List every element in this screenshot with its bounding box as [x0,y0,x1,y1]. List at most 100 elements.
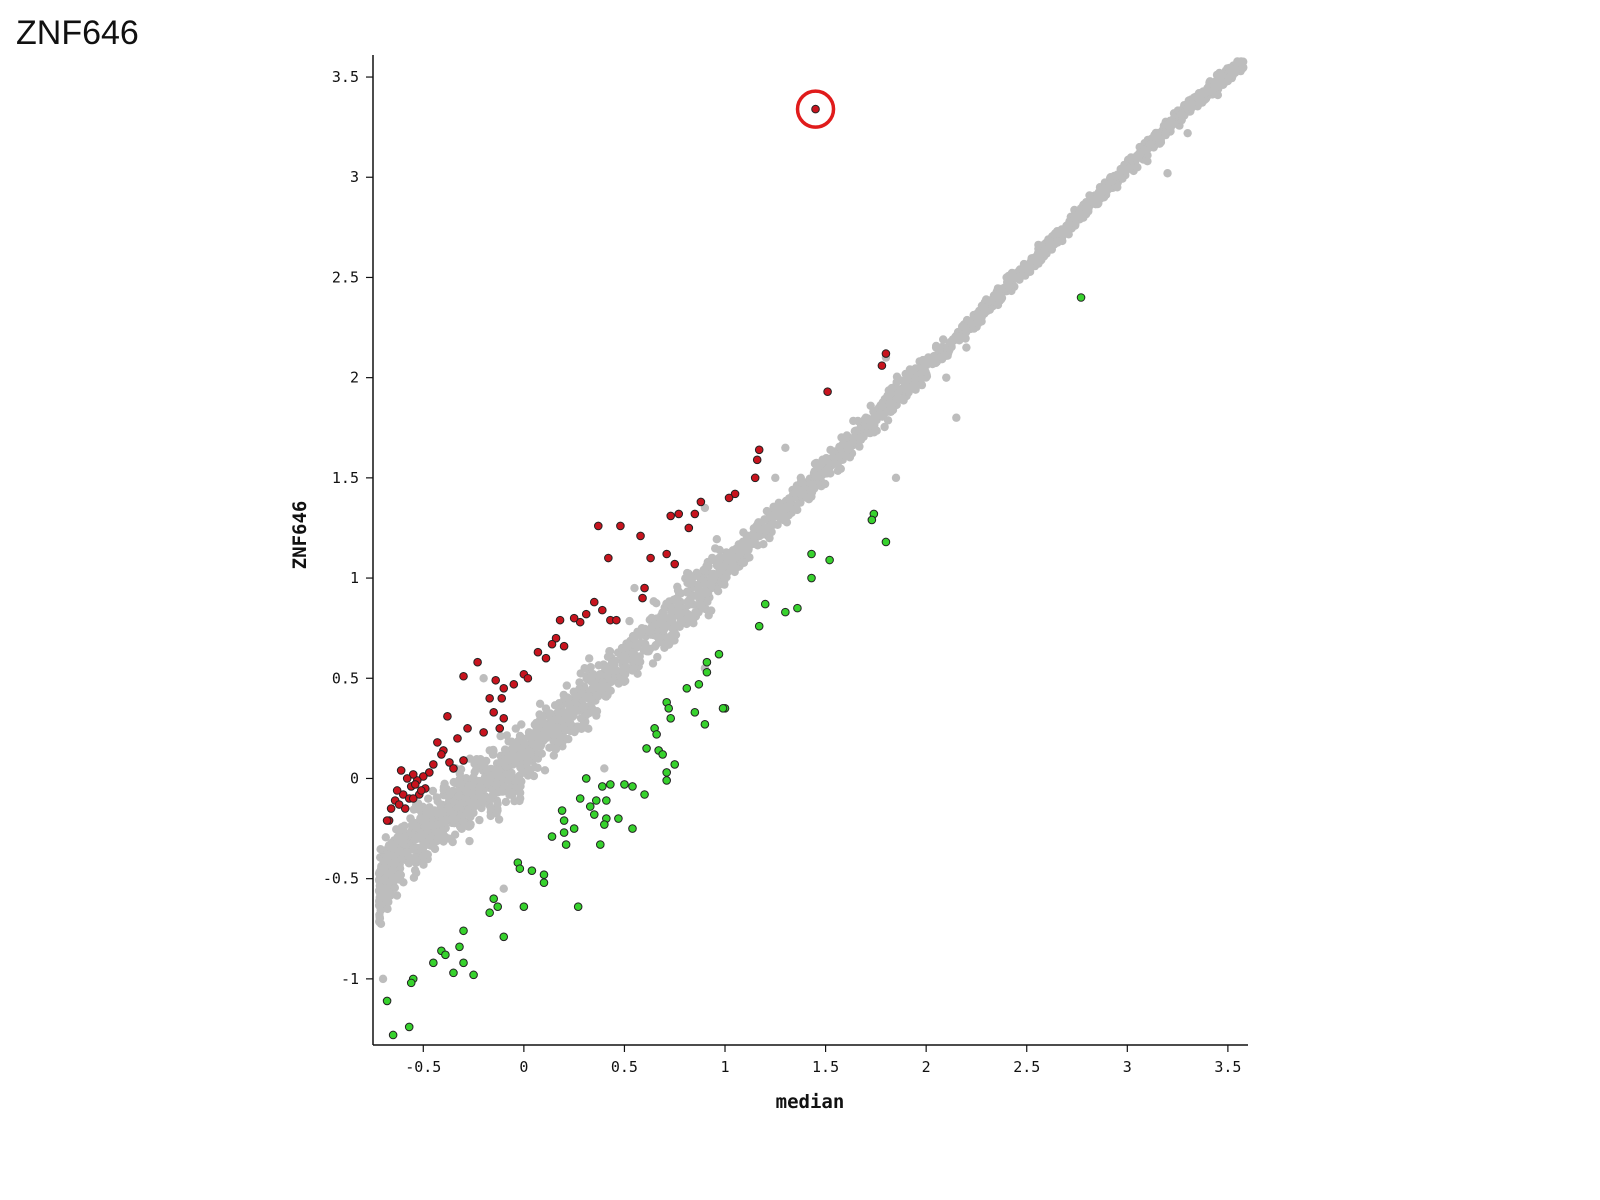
background-point [517,720,526,729]
up-point [750,473,760,483]
down-point [881,537,891,547]
down-point [1076,293,1086,302]
background-point [1113,183,1122,192]
background-point [475,815,484,825]
background-point [845,453,855,462]
background-point [1145,140,1155,149]
background-point [492,780,501,789]
background-point [486,803,495,813]
background-point [377,885,386,894]
background-point [653,652,662,662]
background-point [894,395,904,404]
down-point [573,902,583,912]
down-point [404,1022,414,1032]
down-point [388,1030,398,1040]
background-point [636,631,645,640]
background-point [488,790,498,799]
down-point [581,774,591,783]
background-point [683,568,692,578]
background-point [1085,191,1094,200]
up-point [559,641,569,651]
background-point [891,473,901,483]
background-point [820,468,829,478]
down-point [652,730,661,739]
background-point [454,802,464,811]
down-point [714,649,724,659]
background-point [537,749,546,758]
y-tick-label: 3 [350,168,359,186]
x-tick-label: 2 [922,1058,931,1076]
background-point [1089,199,1098,208]
background-point [629,634,639,643]
background-point [600,764,609,773]
down-point [793,603,802,613]
background-point [653,632,662,642]
background-point [645,627,654,636]
background-point [620,663,630,673]
up-point [547,639,557,649]
background-point [578,703,587,713]
background-point [492,769,501,778]
y-tick-label: 0.5 [332,669,359,687]
down-point [557,806,567,815]
background-point [533,763,542,772]
background-point [674,605,683,614]
up-point [437,750,446,759]
background-point [550,730,559,740]
background-point [648,659,658,668]
background-point [1163,169,1172,178]
background-point [381,833,390,842]
background-point [660,643,669,652]
background-point [851,426,861,435]
background-point [707,606,716,615]
background-point [1092,190,1102,200]
background-point [1072,212,1081,221]
background-point [530,741,539,750]
background-point [993,300,1003,310]
up-point [408,794,418,803]
up-point [425,768,434,777]
background-point [762,506,772,516]
background-point [436,800,445,810]
background-point [663,633,672,642]
background-point [871,414,880,423]
background-point [622,643,632,652]
background-point [1143,157,1152,166]
background-point [523,757,533,766]
background-point [563,694,573,703]
up-point [646,553,655,563]
background-point [384,897,393,907]
background-point [735,542,744,551]
background-point [900,384,909,394]
up-point [662,549,671,559]
up-point [443,712,452,721]
background-point [530,720,539,729]
up-point [598,605,607,615]
background-point [376,845,385,854]
background-point [1083,206,1092,215]
down-point [589,810,599,819]
background-point [499,884,508,893]
up-point [684,523,694,533]
down-point [489,894,498,904]
background-point [1161,129,1170,138]
background-point [422,806,431,816]
background-point [676,617,685,626]
down-point [441,950,450,960]
up-point [593,521,603,531]
down-point [527,866,537,875]
down-point [600,820,609,829]
background-point [1045,236,1054,246]
background-point [575,678,584,687]
background-point [649,597,658,606]
background-point [781,443,790,452]
background-point [1230,68,1240,78]
up-point [640,583,649,593]
background-point [917,374,926,384]
down-point [539,870,549,879]
background-point [628,650,638,659]
down-point [754,621,764,631]
background-point [722,573,731,582]
background-point [730,567,739,577]
up-point [551,633,561,643]
